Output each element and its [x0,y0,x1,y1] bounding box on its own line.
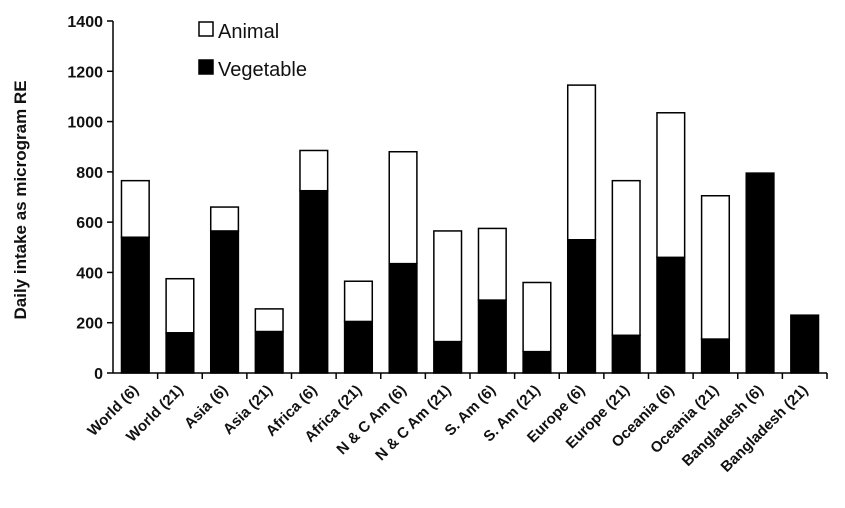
bar-animal [165,277,195,334]
bar-vegetable [433,340,463,374]
bar-animal [566,84,597,241]
bar-vegetable [656,256,686,374]
bar-animal [209,206,240,232]
y-axis-ticks: 0 200 400 600 800 1000 1200 1400 [67,14,113,383]
legend-label-animal: Animal [218,21,279,43]
bar-animal [299,149,329,192]
y-tick-label: 200 [76,316,103,333]
bar-vegetable [700,338,731,374]
bar-vegetable [254,330,284,374]
bar-animal [477,227,507,301]
bar-animal [254,308,284,333]
legend-swatch-animal [198,21,214,37]
bars [120,84,820,374]
bar-animal [120,179,150,238]
y-tick-label: 1000 [67,115,103,132]
x-axis-labels: World (6)World (21)Asia (6)Asia (21)Afri… [84,373,828,476]
bar-vegetable [343,320,374,374]
bar-vegetable [566,238,597,374]
legend-label-vegetable: Vegetable [218,59,307,81]
bar-vegetable [522,350,552,374]
bar-animal [343,280,374,323]
legend-swatch-vegetable [198,59,214,75]
bar-animal [433,230,463,343]
bar-vegetable [209,230,240,374]
legend: Animal Vegetable [198,21,307,81]
bar-vegetable [477,299,507,374]
bar-vegetable [299,189,329,374]
bar-vegetable [120,236,150,374]
bar-vegetable [790,314,820,374]
bar-vegetable [388,262,418,374]
y-tick-label: 600 [76,215,103,232]
x-tick-label: Bangladesh (6) [679,382,767,470]
bar-animal [611,179,641,337]
y-tick-label: 400 [76,265,103,282]
bar-animal [388,150,418,265]
y-tick-label: 1400 [67,14,103,31]
y-tick-label: 0 [94,366,103,383]
y-tick-label: 1200 [67,64,103,81]
bar-vegetable [745,172,775,374]
y-tick-label: 800 [76,165,103,182]
bar-animal [522,281,552,353]
bar-vegetable [611,334,641,374]
bar-animal [656,112,686,259]
bar-animal [700,194,731,340]
y-axis-label: Daily intake as microgram RE [11,80,30,319]
bar-vegetable [165,332,195,374]
